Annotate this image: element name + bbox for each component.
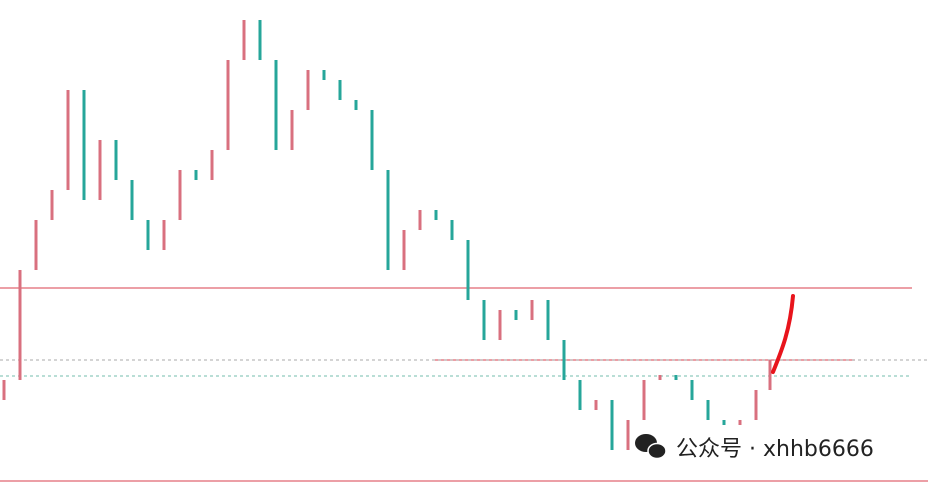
candle	[130, 180, 134, 220]
candle	[546, 300, 550, 340]
candle	[768, 360, 772, 390]
candle	[114, 140, 118, 180]
candle	[738, 420, 742, 425]
candle	[66, 90, 70, 190]
candle	[210, 150, 214, 180]
candle	[674, 375, 678, 380]
candle	[242, 20, 246, 60]
candle	[306, 70, 310, 110]
candle	[226, 60, 230, 150]
candle	[722, 420, 726, 425]
candle	[434, 210, 438, 220]
candle	[530, 300, 534, 320]
candle	[594, 400, 598, 410]
candle	[658, 375, 662, 380]
candle	[626, 420, 630, 450]
candle	[194, 170, 198, 180]
candle	[2, 380, 6, 400]
candle	[690, 380, 694, 400]
candle	[706, 400, 710, 420]
watermark: 公众号 · xhhb6666	[676, 437, 874, 462]
candle	[482, 300, 486, 340]
candle	[354, 100, 358, 110]
candle	[50, 190, 54, 220]
candle	[498, 310, 502, 340]
candle	[258, 20, 262, 60]
candle	[578, 380, 582, 410]
candle	[274, 60, 278, 150]
candle	[514, 310, 518, 320]
candle	[754, 390, 758, 420]
candle	[82, 90, 86, 200]
candle	[98, 140, 102, 200]
candle	[418, 210, 422, 230]
candle	[18, 270, 22, 380]
candle	[338, 80, 342, 100]
candle	[146, 220, 150, 250]
candle	[162, 220, 166, 250]
candle	[450, 220, 454, 240]
candle	[322, 70, 326, 80]
candle	[610, 400, 614, 450]
candle	[466, 240, 470, 300]
candle	[562, 340, 566, 380]
candle	[178, 170, 182, 220]
candle	[386, 170, 390, 270]
candle	[34, 220, 38, 270]
candle	[402, 230, 406, 270]
wechat-icon	[635, 434, 667, 460]
candle	[290, 110, 294, 150]
hand-drawn-arrow	[771, 294, 795, 374]
candle	[370, 110, 374, 170]
candle	[642, 380, 646, 420]
